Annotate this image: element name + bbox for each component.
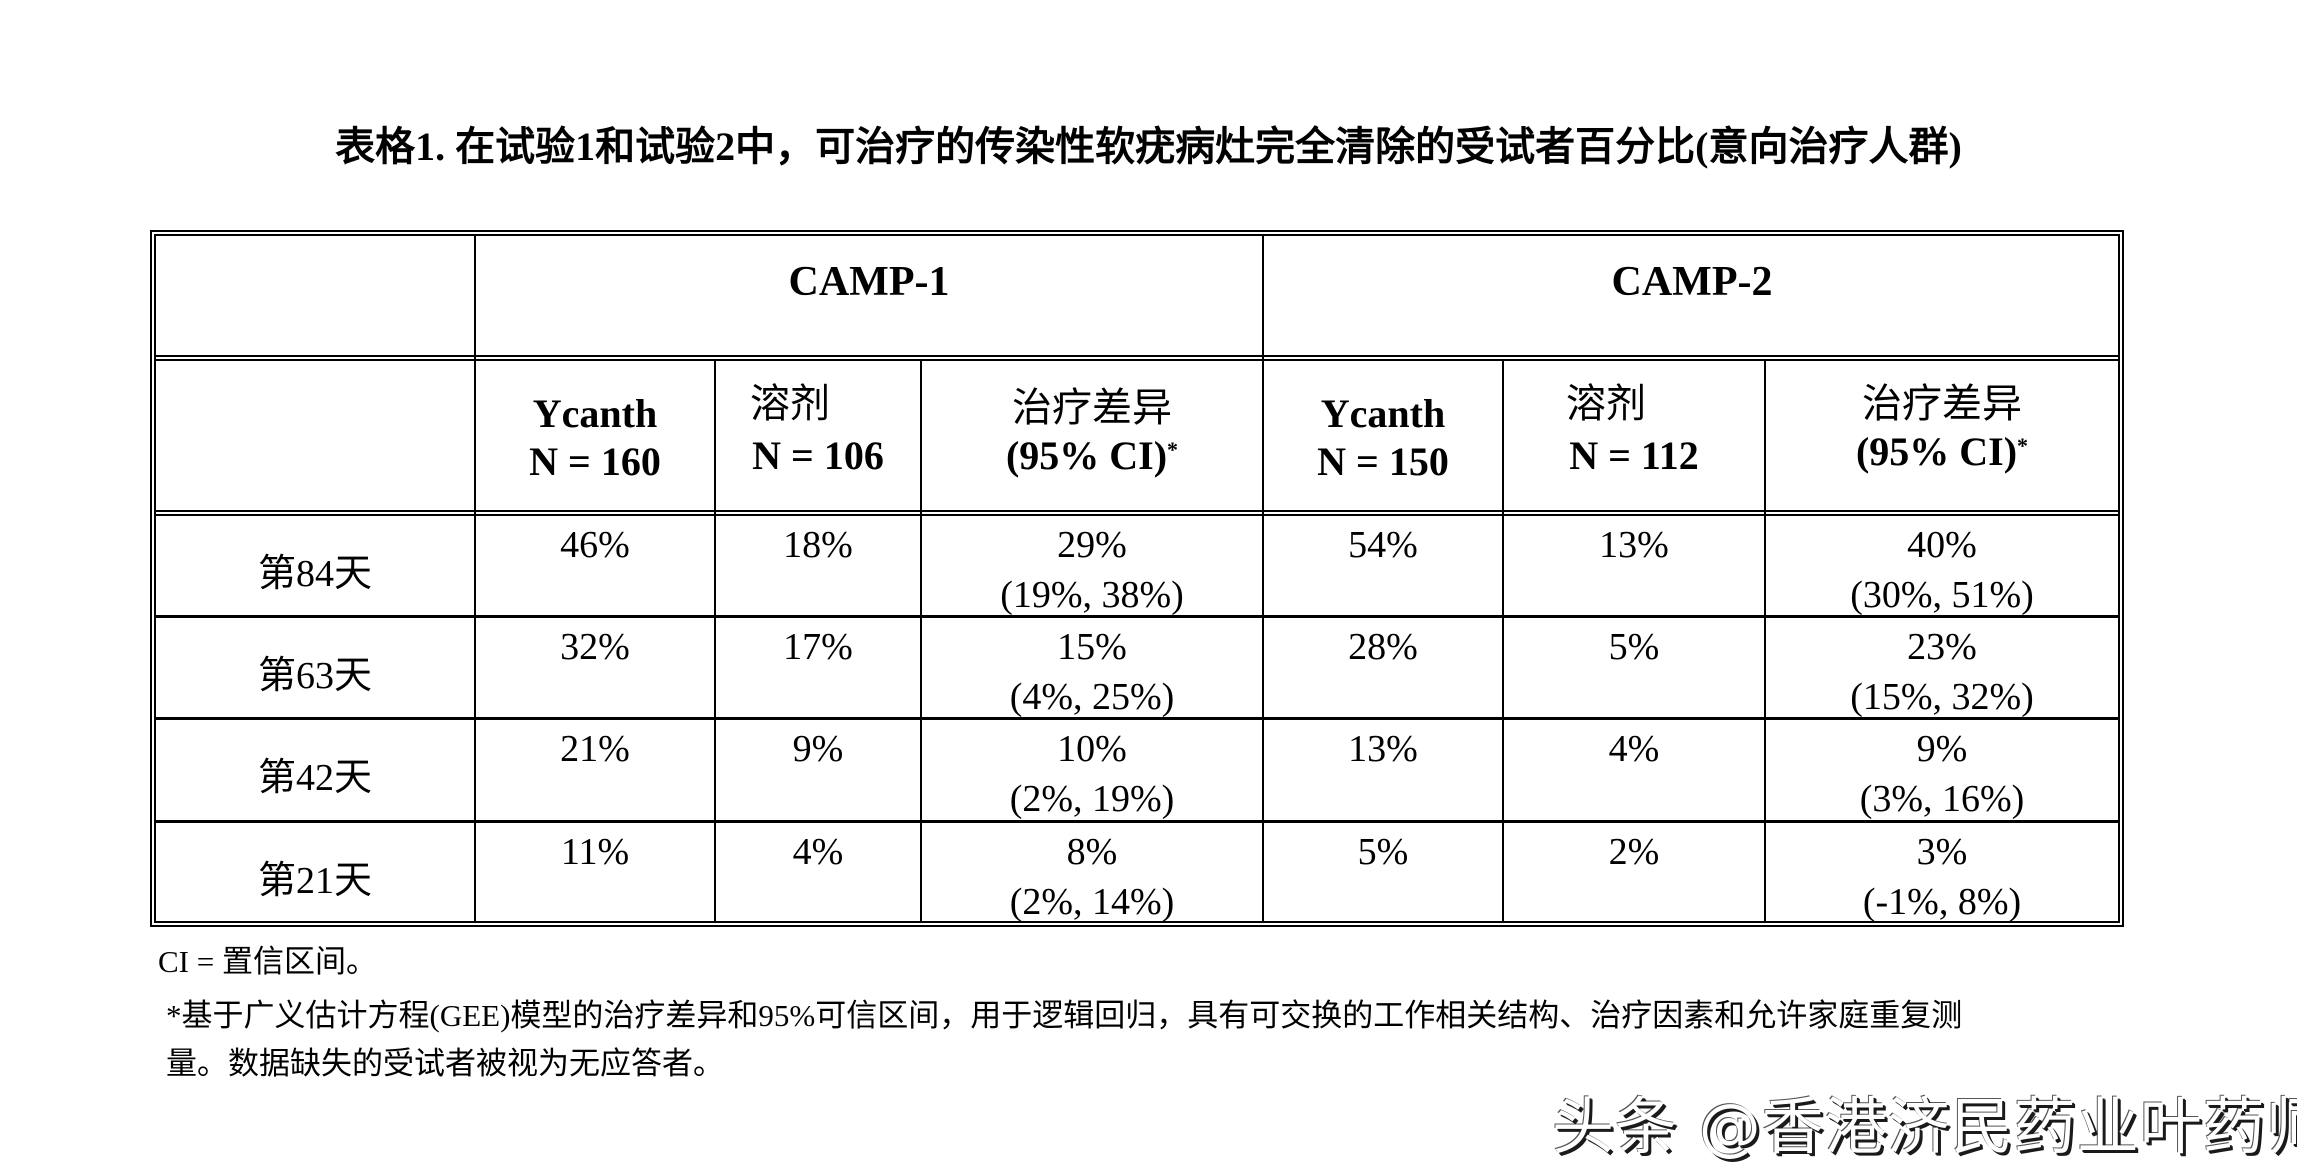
cell-camp2-ycanth: 54% (1348, 524, 1418, 566)
cell-camp1-diff: 29% (19%, 38%) (922, 520, 1262, 620)
ci-value: (19%, 38%) (1000, 574, 1184, 616)
ci-value: (2%, 19%) (1009, 778, 1175, 820)
col-divider (474, 236, 476, 921)
watermark: 头条 @香港济民药业叶药师 (1552, 1090, 2297, 1163)
cell-camp2-ycanth: 5% (1357, 831, 1409, 873)
cell-camp2-vehicle: 2% (1608, 831, 1660, 873)
row-divider (156, 820, 2118, 823)
cell-camp1-diff: 8% (2%, 14%) (922, 827, 1262, 927)
ci-value: (3%, 16%) (1859, 778, 2025, 820)
subheader-line1: 溶剂 (1566, 381, 1646, 426)
subheader-line1: 溶剂 (750, 381, 830, 426)
ci-value: (4%, 25%) (1009, 676, 1175, 718)
footnote-marker: * (2017, 433, 2029, 458)
cell-camp1-ycanth: 21% (560, 728, 630, 770)
group-header-camp2: CAMP-2 (1611, 259, 1773, 305)
diff-value: 8% (1066, 831, 1118, 873)
ci-value: (30%, 51%) (1850, 574, 2034, 616)
cell-camp2-vehicle: 5% (1608, 626, 1660, 668)
diff-value: 40% (1907, 524, 1977, 566)
subheader-line2: N = 160 (529, 439, 661, 484)
subheader-camp2-diff: 治疗差异 (95% CI)* (1766, 380, 2118, 476)
cell-camp1-vehicle: 17% (783, 626, 853, 668)
subheader-line2: N = 106 (752, 433, 884, 478)
cell-camp2-vehicle: 13% (1599, 524, 1669, 566)
subheader-line1: Ycanth (1320, 391, 1446, 436)
ci-definition: CI = 置信区间。 (158, 944, 377, 979)
row-label: 第84天 (257, 553, 372, 595)
subheader-line2: (95% CI)* (1855, 429, 2029, 474)
cell-camp1-vehicle: 4% (792, 831, 844, 873)
col-divider (1502, 361, 1504, 921)
row-label: 第21天 (257, 860, 372, 902)
results-table (150, 230, 2124, 927)
ci-value: (15%, 32%) (1850, 676, 2034, 718)
cell-camp1-vehicle: 9% (792, 728, 844, 770)
cell-camp1-ycanth: 32% (560, 626, 630, 668)
col-divider (920, 361, 922, 921)
subheader-line1: 治疗差异 (1862, 381, 2022, 426)
cell-camp1-vehicle: 18% (783, 524, 853, 566)
cell-camp2-diff: 9% (3%, 16%) (1766, 724, 2118, 824)
ci-value: (-1%, 8%) (1862, 881, 2022, 923)
cell-camp2-vehicle: 4% (1608, 728, 1660, 770)
cell-camp1-ycanth: 46% (560, 524, 630, 566)
subheader-camp2-vehicle: 溶剂 N = 112 (1504, 380, 1764, 480)
subheader-camp2-ycanth: Ycanth N = 150 (1264, 390, 1502, 486)
col-divider (1262, 236, 1264, 921)
row-divider (156, 717, 2118, 720)
subheader-line2: N = 112 (1569, 433, 1699, 478)
row-divider (156, 615, 2118, 618)
footnote-marker: * (1167, 437, 1179, 462)
cell-camp1-diff: 10% (2%, 19%) (922, 724, 1262, 824)
diff-value: 15% (1057, 626, 1127, 668)
row-label: 第42天 (257, 757, 372, 799)
cell-camp2-ycanth: 28% (1348, 626, 1418, 668)
cell-camp1-diff: 15% (4%, 25%) (922, 622, 1262, 722)
subheader-line2: N = 150 (1317, 439, 1449, 484)
subheader-divider (156, 510, 2118, 516)
header-divider (156, 355, 2118, 361)
cell-camp2-diff: 40% (30%, 51%) (1766, 520, 2118, 620)
subheader-line1: 治疗差异 (1012, 385, 1172, 430)
cell-camp2-diff: 23% (15%, 32%) (1766, 622, 2118, 722)
subheader-camp1-ycanth: Ycanth N = 160 (476, 390, 714, 486)
diff-value: 23% (1907, 626, 1977, 668)
col-divider (714, 361, 716, 921)
cell-camp2-ycanth: 13% (1348, 728, 1418, 770)
footnote-line2: 量。数据缺失的受试者被视为无应答者。 (166, 1046, 724, 1081)
footnote-line1: *基于广义估计方程(GEE)模型的治疗差异和95%可信区间，用于逻辑回归，具有可… (166, 998, 1963, 1033)
col-divider (1764, 361, 1766, 921)
diff-value: 9% (1916, 728, 1968, 770)
row-label: 第63天 (257, 655, 372, 697)
group-header-camp1: CAMP-1 (788, 259, 950, 305)
subheader-camp1-diff: 治疗差异 (95% CI)* (922, 384, 1262, 480)
diff-value: 29% (1057, 524, 1127, 566)
ci-value: (2%, 14%) (1009, 881, 1175, 923)
diff-value: 10% (1057, 728, 1127, 770)
cell-camp1-ycanth: 11% (560, 831, 630, 873)
diff-value: 3% (1916, 831, 1968, 873)
subheader-line2: (95% CI)* (1005, 433, 1179, 478)
cell-camp2-diff: 3% (-1%, 8%) (1766, 827, 2118, 927)
subheader-line1: Ycanth (532, 391, 658, 436)
table-title: 表格1. 在试验1和试验2中，可治疗的传染性软疣病灶完全清除的受试者百分比(意向… (335, 124, 1962, 169)
subheader-camp1-vehicle: 溶剂 N = 106 (716, 380, 920, 480)
